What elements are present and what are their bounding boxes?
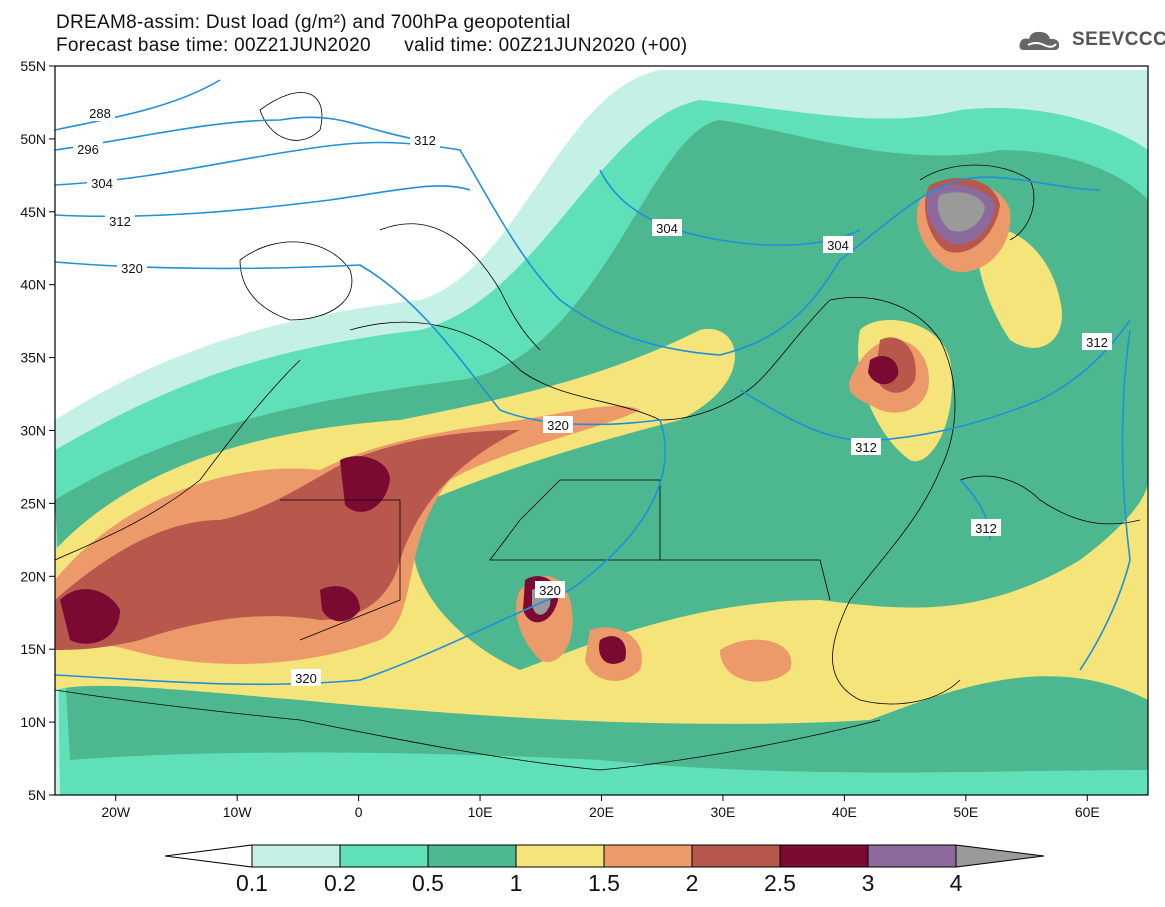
contour-label-bg xyxy=(851,438,881,455)
longitude-label: 60E xyxy=(1075,804,1100,820)
colorbar-label: 0.2 xyxy=(324,870,356,896)
colorbar-segment xyxy=(427,844,517,868)
colorbar-label: 4 xyxy=(950,870,963,896)
coastlines xyxy=(55,92,1141,771)
longitude-label: 50E xyxy=(953,804,978,820)
latitude-label: 50N xyxy=(20,131,46,147)
latitude-label: 40N xyxy=(20,277,46,293)
contour-label: 320 xyxy=(295,671,317,686)
contour-label-bg xyxy=(1082,333,1112,350)
colorbar-segment xyxy=(251,844,341,868)
colorbar-segment xyxy=(603,844,693,868)
contour-label: 312 xyxy=(975,521,997,536)
dust-level-2.5 xyxy=(60,589,120,644)
contour-label-bg xyxy=(971,519,1001,536)
colorbar-segment xyxy=(779,844,869,868)
contour-label: 320 xyxy=(539,583,561,598)
longitude-axis: 20W 10W 0 10E 20E 30E 40E 50E 60E xyxy=(101,795,1100,820)
colorbar-label: 1 xyxy=(510,870,523,896)
contour-label: 320 xyxy=(547,418,569,433)
colorbar-lower-arrow xyxy=(164,844,253,868)
contour-label: 304 xyxy=(656,221,678,236)
dust-field xyxy=(55,66,1148,795)
latitude-label: 35N xyxy=(20,350,46,366)
contour-labels: 288 296 304 312 320 312 320 304 304 312 312 312 320 3… xyxy=(73,104,1112,686)
colorbar-label: 1.5 xyxy=(588,870,620,896)
longitude-label: 10W xyxy=(223,804,253,820)
contour-label-bg xyxy=(823,236,853,253)
latitude-label: 10N xyxy=(20,714,46,730)
colorbar: 0.1 0.2 0.5 1 1.5 2 2.5 3 4 xyxy=(164,844,1045,896)
contour-label-bg xyxy=(535,581,565,598)
contour-label: 312 xyxy=(109,214,131,229)
latitude-label: 15N xyxy=(20,641,46,657)
colorbar-segment xyxy=(691,844,781,868)
contour-label-bg xyxy=(291,669,321,686)
map-subtitle: Forecast base time: 00Z21JUN2020 valid t… xyxy=(56,35,688,56)
colorbar-label: 2 xyxy=(686,870,699,896)
colorbar-label: 0.5 xyxy=(412,870,444,896)
latitude-label: 5N xyxy=(28,787,46,803)
contour-label: 296 xyxy=(77,142,99,157)
longitude-label: 10E xyxy=(468,804,493,820)
colorbar-segment xyxy=(515,844,605,868)
cloud-icon xyxy=(1019,31,1060,50)
dust-level-4 xyxy=(937,192,985,232)
contour-label-bg xyxy=(410,131,440,148)
contour-label: 312 xyxy=(1086,335,1108,350)
longitude-label: 30E xyxy=(710,804,735,820)
latitude-label: 20N xyxy=(20,568,46,584)
colorbar-upper-arrow xyxy=(955,844,1045,868)
contour-label: 312 xyxy=(855,440,877,455)
contour-label-bg xyxy=(543,416,573,433)
contour-label: 304 xyxy=(91,176,113,191)
latitude-label: 45N xyxy=(20,204,46,220)
contour-label-bg xyxy=(117,259,147,276)
contour-label-bg xyxy=(73,140,103,157)
longitude-label: 20W xyxy=(101,804,131,820)
contour-label-bg xyxy=(652,219,682,236)
colorbar-segment xyxy=(339,844,429,868)
colorbar-label: 3 xyxy=(862,870,875,896)
longitude-label: 20E xyxy=(589,804,614,820)
contour-label-bg xyxy=(87,174,117,191)
contour-label-bg xyxy=(85,104,115,121)
contour-label: 288 xyxy=(89,106,111,121)
longitude-label: 40E xyxy=(832,804,857,820)
contour-label-bg xyxy=(105,212,135,229)
contour-label: 312 xyxy=(414,133,436,148)
longitude-label: 0 xyxy=(355,804,363,820)
map-title: DREAM8-assim: Dust load (g/m²) and 700hP… xyxy=(56,12,571,33)
contour-label: 320 xyxy=(121,261,143,276)
dust-level-2 xyxy=(55,430,520,650)
colorbar-label: 2.5 xyxy=(764,870,796,896)
logo-text: SEEVCCC xyxy=(1072,29,1165,50)
latitude-axis: 55N 50N 45N 40N 35N 30N 25N 20N 15N 10N 5N xyxy=(20,58,55,803)
latitude-label: 25N xyxy=(20,495,46,511)
contour-label: 304 xyxy=(827,238,849,253)
latitude-label: 55N xyxy=(20,58,46,74)
latitude-label: 30N xyxy=(20,423,46,439)
colorbar-label: 0.1 xyxy=(236,870,268,896)
colorbar-segment xyxy=(867,844,957,868)
